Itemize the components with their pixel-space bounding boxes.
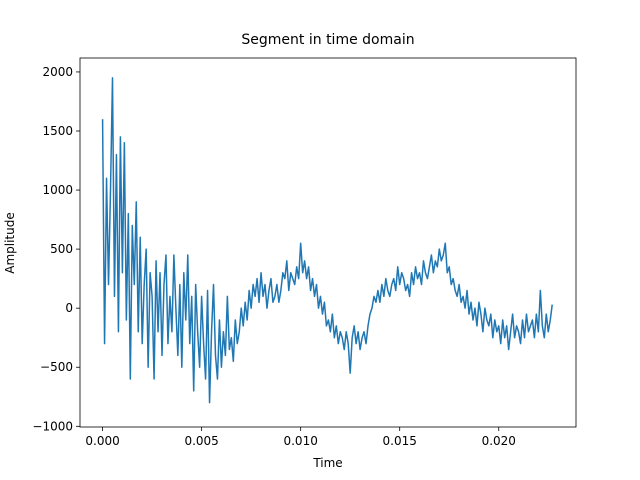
- x-axis-label: Time: [312, 456, 342, 470]
- axes-frame: [79, 57, 577, 428]
- y-tick-label: 0: [65, 301, 73, 315]
- x-tick-label: 0.020: [482, 434, 516, 448]
- data-line: [101, 77, 553, 404]
- y-tick-label: 500: [50, 242, 73, 256]
- chart-title: Segment in time domain: [241, 32, 414, 48]
- y-axis-label: Amplitude: [3, 212, 17, 274]
- y-tick-label: −1000: [32, 419, 73, 433]
- y-tick-label: 2000: [42, 65, 73, 79]
- x-tick-label: 0.000: [85, 434, 119, 448]
- y-tick-label: 1000: [42, 183, 73, 197]
- x-tick-label: 0.015: [383, 434, 417, 448]
- y-tick-label: −500: [40, 360, 73, 374]
- x-tick-label: 0.010: [283, 434, 317, 448]
- y-tick-label: 1500: [42, 124, 73, 138]
- x-tick-label: 0.005: [184, 434, 218, 448]
